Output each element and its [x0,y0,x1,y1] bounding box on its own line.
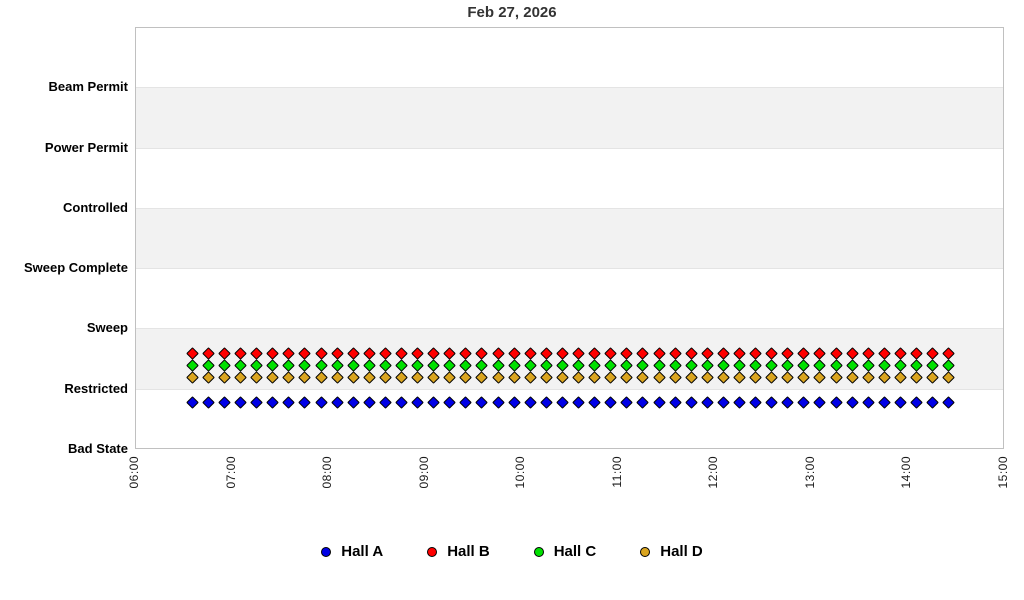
x-axis-tick-label-0700: 07:00 [223,456,238,489]
y-axis-label-power-permit: Power Permit [44,139,128,155]
hall-a-data-point [443,396,457,410]
x-axis-tick-label-1500: 15:00 [996,456,1010,489]
y-axis-label-restricted: Restricted [64,380,128,396]
y-axis-label-sweep: Sweep [86,320,128,336]
hall-a-data-point [845,396,859,410]
hall-a-data-point [717,396,730,410]
legend-item-hall-b: Hall B [427,543,490,560]
x-axis-tick-label-0600: 06:00 [127,456,141,489]
hall-a-data-point [250,396,264,410]
grid-band [136,207,1003,270]
hall-a-data-point [298,396,312,410]
hall-a-data-point [652,396,666,410]
hall-a-data-point [395,396,408,410]
hall-a-data-point [379,396,392,410]
hall-a-data-point [556,396,569,410]
x-axis-tick-label-0900: 09:00 [416,456,431,489]
hall-a-data-point [330,396,344,410]
hall-c-legend-marker-icon [533,546,544,557]
hall-a-data-point [877,396,891,410]
legend-item-hall-a: Hall A [321,543,383,560]
hall-a-data-point [346,396,360,410]
hall-a-data-point [604,396,618,410]
hall-a-data-point [539,396,553,410]
hall-d-legend-marker-icon [640,546,651,557]
hall-a-data-point [620,396,634,410]
hall-a-data-point [523,396,537,410]
hall-a-data-point [813,396,827,410]
x-axis-tick-label-1300: 13:00 [802,456,817,489]
x-axis-tick-label-0800: 08:00 [320,456,335,489]
hall-a-data-point [668,396,682,410]
hall-a-legend-marker-icon [321,546,332,557]
legend-item-hall-d: Hall D [640,543,703,560]
hall-a-data-point [700,396,714,410]
hall-a-data-point [572,396,585,410]
hall-a-data-point [765,396,779,410]
y-axis-label-controlled: Controlled [63,199,128,215]
hall-a-data-point [202,396,215,410]
x-axis-tick-label-1200: 12:00 [706,456,721,489]
hall-a-data-point [282,396,296,410]
legend-label: Hall A [341,543,384,560]
hall-a-data-point [266,396,280,410]
hall-a-data-point [491,396,505,410]
hall-a-data-point [411,396,424,410]
x-axis-tick-label-1000: 10:00 [513,456,528,489]
hall-a-data-point [910,396,923,410]
hall-a-data-point [861,396,875,410]
plot-area [135,27,1004,449]
hall-a-data-point [942,396,956,410]
hall-a-data-point [749,396,762,410]
legend-label: Hall C [553,543,597,560]
hall-a-data-point [185,396,199,410]
hall-a-data-point [475,396,489,410]
hall-a-data-point [218,396,231,410]
hall-a-data-point [459,396,473,410]
hall-b-legend-marker-icon [427,546,438,557]
hall-a-data-point [636,396,650,410]
hall-a-data-point [427,396,441,410]
y-axis-label-bad-state: Bad State [68,441,128,456]
hall-a-data-point [507,396,521,410]
grid-band [136,87,1003,149]
legend-label: Hall B [447,543,490,560]
hall-a-data-point [781,396,795,410]
hall-a-data-point [829,396,843,410]
hall-a-data-point [684,396,698,410]
chart-title: Feb 27, 2026 [467,4,557,21]
legend: Hall A Hall B Hall C Hall D [0,543,1024,560]
legend-label: Hall D [660,543,703,560]
y-axis-label-beam-permit: Beam Permit [48,79,128,95]
grid-band [136,328,1003,390]
x-axis-tick-label-1100: 11:00 [609,456,624,488]
hall-a-data-point [894,396,907,410]
hall-a-data-point [362,396,376,410]
hall-a-data-point [314,396,328,410]
hall-a-data-point [926,396,939,410]
hall-a-data-point [588,396,601,410]
hall-a-data-point [797,396,811,410]
x-axis-tick-label-1400: 14:00 [899,456,914,489]
legend-item-hall-c: Hall C [533,543,597,560]
hall-a-data-point [733,396,746,410]
y-axis-label-sweep-complete: Sweep Complete [23,260,128,276]
hall-a-data-point [234,396,247,410]
